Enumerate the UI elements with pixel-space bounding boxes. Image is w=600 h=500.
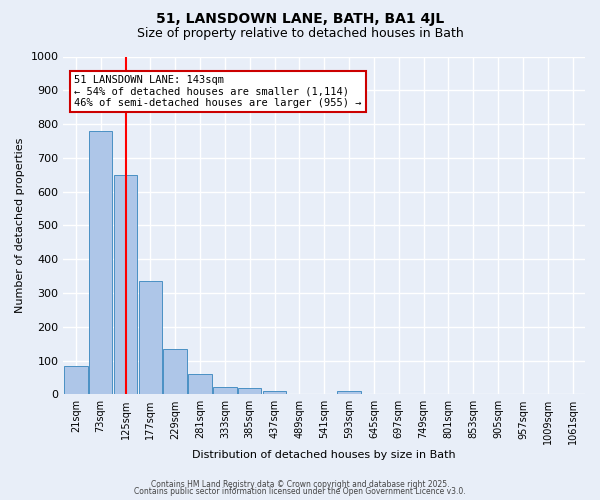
Text: Contains public sector information licensed under the Open Government Licence v3: Contains public sector information licen…	[134, 487, 466, 496]
Text: Size of property relative to detached houses in Bath: Size of property relative to detached ho…	[137, 28, 463, 40]
Bar	[238, 388, 262, 394]
Y-axis label: Number of detached properties: Number of detached properties	[15, 138, 25, 313]
Text: 51 LANSDOWN LANE: 143sqm
← 54% of detached houses are smaller (1,114)
46% of sem: 51 LANSDOWN LANE: 143sqm ← 54% of detach…	[74, 75, 361, 108]
Bar	[114, 174, 137, 394]
Bar	[213, 387, 236, 394]
Bar	[263, 391, 286, 394]
Bar	[139, 281, 162, 394]
Bar	[337, 391, 361, 394]
Bar	[64, 366, 88, 394]
Text: Contains HM Land Registry data © Crown copyright and database right 2025.: Contains HM Land Registry data © Crown c…	[151, 480, 449, 489]
Text: 51, LANSDOWN LANE, BATH, BA1 4JL: 51, LANSDOWN LANE, BATH, BA1 4JL	[156, 12, 444, 26]
Bar	[163, 348, 187, 395]
Bar	[188, 374, 212, 394]
Bar	[89, 131, 112, 394]
X-axis label: Distribution of detached houses by size in Bath: Distribution of detached houses by size …	[193, 450, 456, 460]
